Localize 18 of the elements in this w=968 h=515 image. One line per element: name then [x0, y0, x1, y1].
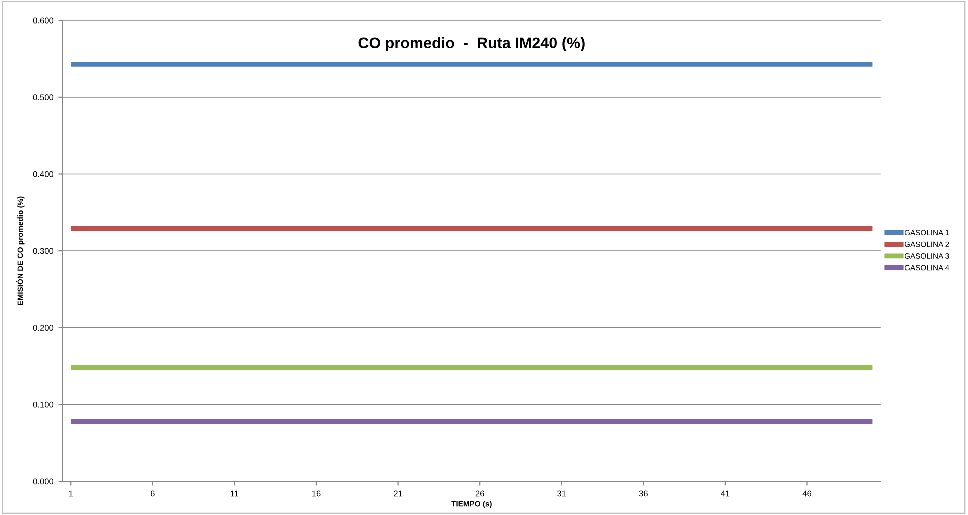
x-tick-label: 41	[721, 490, 730, 497]
x-tick-label: 36	[639, 490, 648, 497]
y-tick-label: 0.200	[33, 325, 54, 331]
x-tick-label: 46	[802, 490, 812, 497]
x-tick-label: 6	[151, 490, 155, 497]
y-tick-label: 0.500	[33, 94, 54, 101]
x-tick-label: 16	[312, 490, 321, 497]
x-tick-label: 21	[394, 490, 403, 497]
x-tick-label: 31	[558, 490, 566, 497]
y-tick-label: 0.600	[33, 18, 54, 24]
x-tick-label: 1	[69, 490, 74, 497]
y-tick-label: 0.400	[33, 171, 54, 178]
y-tick-label: 0.300	[33, 248, 54, 254]
text: CO promedio - Ruta IM240 (%)	[358, 37, 585, 52]
y-tick-label: 0.100	[33, 402, 54, 408]
y-tick-label: 0.000	[33, 478, 54, 485]
x-tick-label: 26	[476, 490, 484, 497]
x-tick-label: 11	[231, 490, 239, 497]
